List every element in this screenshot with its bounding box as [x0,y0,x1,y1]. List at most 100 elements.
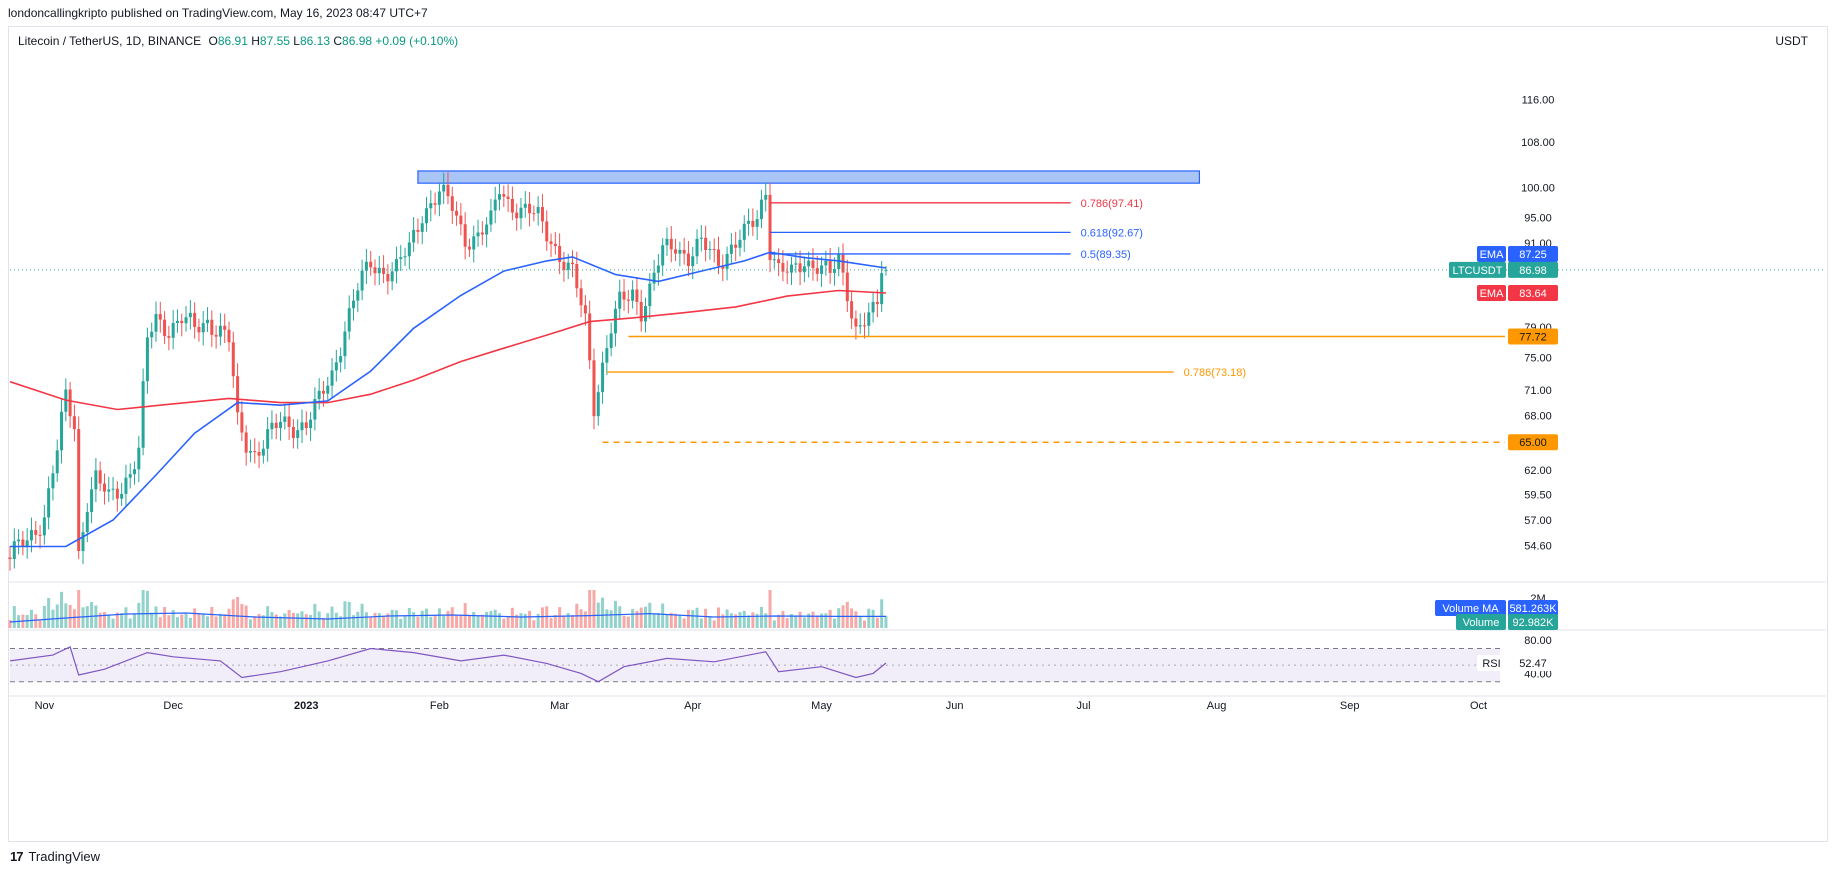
candle [832,257,836,286]
candle [240,401,244,441]
volume-bar [390,609,394,628]
candle-body [592,360,596,417]
candle-body [832,269,836,273]
candle [669,225,673,263]
volume-bar [686,609,690,628]
candle-body [377,267,381,274]
volume-bar [712,620,716,628]
candle-body [867,312,871,326]
rsi-tick-label: 80.00 [1524,635,1552,647]
candle-body [622,291,626,300]
candle-body [206,319,210,324]
candle [502,185,506,207]
volume-bar [742,610,746,628]
candle [141,368,145,456]
candle [455,201,459,226]
volume-bar [716,607,721,628]
volume-bar [661,603,665,628]
axis-badge-label: EMA [1480,249,1505,261]
candle [115,481,119,512]
candle-body [47,488,51,518]
candle [180,313,184,337]
volume-bar [188,617,192,628]
candle [296,419,300,449]
candle [382,255,386,284]
axis-badge-box [1508,285,1558,302]
candle-body [798,263,802,273]
candle-body [704,237,708,251]
volume-bar [601,597,605,628]
candle [850,290,854,330]
volume-bar [536,613,540,628]
volume-bar [68,604,72,628]
candle [236,363,240,425]
y-tick-label: 95.00 [1524,213,1552,225]
candle [558,233,562,275]
volume-bar [545,606,549,628]
volume-bar [81,607,85,628]
candle-body [755,219,759,227]
volume-bar [764,613,768,628]
candle-body [8,557,12,560]
candle [287,404,291,440]
volume-bar [510,607,514,628]
candle-body [231,342,235,377]
candle-body [811,260,815,269]
x-tick-label: May [811,700,832,712]
candle [90,476,94,524]
fib-level-label: 0.786(73.18) [1184,367,1246,379]
y-tick-label: 68.00 [1524,411,1552,423]
volume-bar [369,616,373,628]
candle [463,212,467,260]
candle-body [764,194,768,200]
volume-bar [832,618,836,628]
candle [837,247,841,277]
candle [528,191,532,227]
volume-bar [334,612,338,628]
candle [781,250,785,282]
candle [699,225,703,252]
candle-body [566,262,570,270]
candle-body [330,370,334,386]
candle-body [339,356,343,363]
candle-body [665,238,669,246]
volume-bar [291,612,295,628]
candle-body [124,477,128,494]
candle [549,233,553,258]
candle [60,398,64,464]
candle-body [815,268,819,274]
candle-body [244,432,248,453]
volume-bar [759,606,763,628]
candle [433,192,437,215]
volume-bar [180,614,184,628]
volume-bar [321,617,325,628]
candle-body [38,534,42,536]
tradingview-brand[interactable]: 17 TradingView [10,849,100,864]
volume-bar [253,616,257,628]
volume-bar [403,615,407,628]
candle-body [167,336,171,338]
candle-body [605,348,609,363]
volume-bar [145,590,149,628]
candle [150,322,154,349]
candle-body [382,267,386,274]
volume-bar [476,615,480,628]
candle-body [506,196,510,199]
candle-body [304,422,308,429]
volume-bars-group [8,590,888,628]
axis-badge: 77.72 [1508,328,1558,345]
volume-bar [502,618,506,628]
candle-body [437,191,441,205]
axis-badge: EMA 87.25 [1477,246,1558,263]
volume-bar [734,614,738,628]
candle-body [553,243,557,247]
volume-bar [815,615,819,628]
candle-body [141,381,145,448]
candle [339,347,343,373]
symbol-legend: Litecoin / TetherUS, 1D, BINANCE O86.91 … [18,34,458,48]
volume-bar [175,617,179,628]
candle [218,313,222,346]
candle [768,183,772,273]
axis-badge-tag [1456,614,1506,630]
